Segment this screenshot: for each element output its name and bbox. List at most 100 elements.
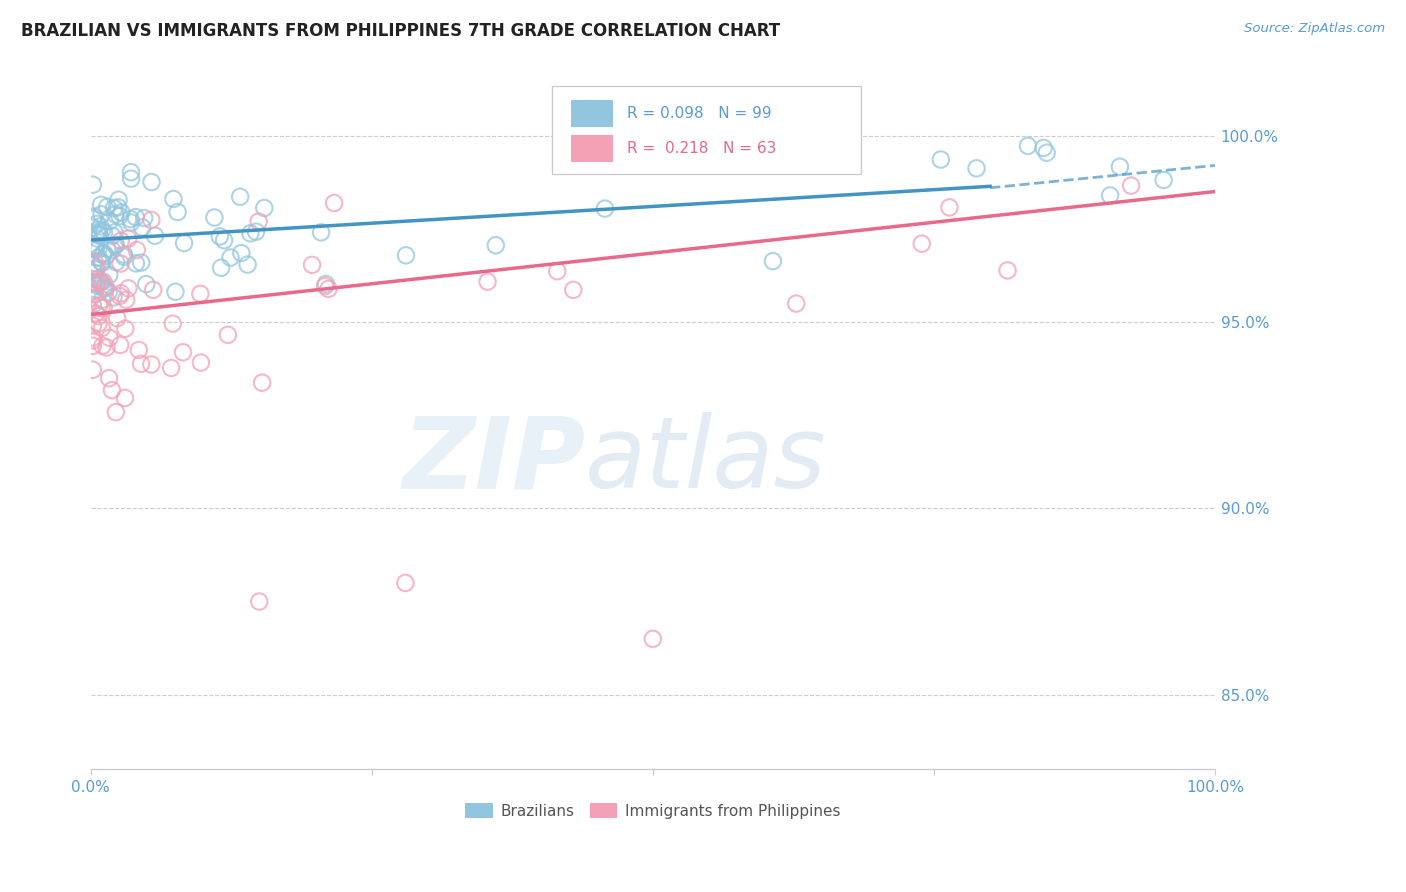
Point — [173, 236, 195, 251]
Point — [82, 330, 104, 344]
Point — [1153, 173, 1175, 187]
Point — [104, 238, 127, 252]
Point — [90, 275, 112, 289]
Point — [141, 358, 163, 372]
Point — [90, 207, 112, 221]
Point — [108, 289, 131, 303]
Point — [97, 285, 120, 300]
Point — [250, 376, 273, 390]
Point — [83, 238, 105, 252]
Point — [110, 286, 132, 301]
Point — [82, 277, 104, 291]
Point — [90, 255, 112, 269]
Point — [91, 224, 114, 238]
Point — [219, 251, 242, 265]
Point — [98, 371, 121, 385]
Point — [82, 220, 104, 235]
Point — [84, 306, 107, 320]
Point — [83, 285, 105, 299]
Point — [82, 178, 104, 192]
Point — [83, 266, 105, 280]
Point — [101, 243, 124, 257]
Point — [172, 345, 194, 359]
Point — [125, 243, 148, 257]
Point — [104, 237, 127, 252]
Point — [87, 227, 110, 241]
Point — [966, 161, 988, 176]
Point — [112, 250, 135, 264]
Point — [91, 293, 114, 307]
Point — [86, 260, 108, 275]
Point — [107, 200, 129, 214]
Point — [84, 242, 107, 256]
Point — [162, 317, 184, 331]
Point — [87, 251, 110, 265]
Point — [114, 321, 136, 335]
Point — [96, 242, 118, 256]
Point — [87, 274, 110, 288]
Point — [247, 594, 270, 608]
Point — [86, 278, 108, 293]
Text: ZIP: ZIP — [402, 412, 585, 509]
Point — [90, 301, 112, 315]
Point — [562, 283, 585, 297]
Point — [82, 298, 104, 312]
Point — [129, 255, 152, 269]
Point — [160, 361, 183, 376]
Point — [87, 317, 110, 331]
Point — [104, 405, 127, 419]
Point — [245, 225, 267, 239]
Point — [166, 205, 188, 219]
Point — [94, 281, 117, 295]
Point — [101, 228, 124, 243]
Point — [104, 226, 127, 240]
Point — [125, 256, 148, 270]
Point — [91, 339, 114, 353]
Point — [117, 232, 139, 246]
Point — [90, 198, 112, 212]
Point — [84, 272, 107, 286]
Point — [231, 246, 253, 260]
Point — [87, 309, 110, 323]
Point — [143, 228, 166, 243]
Point — [86, 231, 108, 245]
Point — [212, 233, 235, 247]
Point — [1109, 160, 1132, 174]
Point — [82, 363, 104, 377]
Point — [110, 256, 132, 270]
Point — [1099, 188, 1122, 202]
Point — [103, 201, 125, 215]
Point — [101, 383, 124, 397]
Point — [997, 263, 1019, 277]
Point — [485, 238, 508, 252]
Point — [1119, 178, 1142, 193]
Point — [128, 343, 150, 357]
Point — [301, 258, 323, 272]
Point — [90, 275, 112, 289]
Point — [395, 248, 418, 262]
Point — [762, 254, 785, 268]
Point — [141, 175, 163, 189]
Point — [110, 234, 132, 248]
Point — [929, 153, 952, 167]
Point — [94, 279, 117, 293]
Point — [103, 290, 125, 304]
Point — [112, 247, 135, 261]
Point — [209, 260, 232, 275]
Point — [1032, 141, 1054, 155]
Point — [142, 283, 165, 297]
Point — [87, 242, 110, 256]
Point — [84, 262, 107, 277]
Point — [785, 296, 807, 310]
Point — [91, 275, 114, 289]
Point — [641, 632, 664, 646]
Point — [91, 247, 114, 261]
Point — [82, 339, 104, 353]
Text: R =  0.218   N = 63: R = 0.218 N = 63 — [627, 141, 776, 156]
Point — [125, 210, 148, 224]
Point — [107, 193, 129, 207]
Point — [120, 212, 142, 227]
Point — [96, 200, 118, 214]
Point — [86, 217, 108, 231]
Point — [82, 275, 104, 289]
